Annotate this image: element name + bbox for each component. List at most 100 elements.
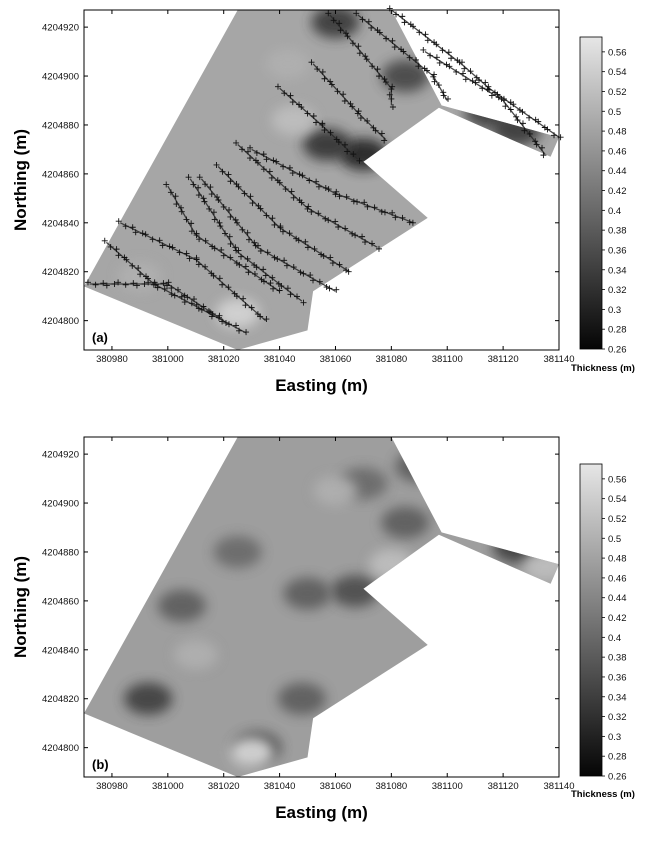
survey-point-marker xyxy=(310,277,317,284)
survey-point-marker xyxy=(227,213,234,220)
survey-point-marker xyxy=(196,236,203,243)
survey-point-marker xyxy=(413,56,420,63)
survey-point-marker xyxy=(181,299,188,306)
survey-point-marker xyxy=(202,181,209,188)
survey-point-marker xyxy=(274,83,281,90)
low-thickness-patch xyxy=(283,577,332,610)
colorbar-tick-label: 0.34 xyxy=(608,265,627,276)
survey-point-marker xyxy=(535,118,542,125)
y-tick-label: 4204900 xyxy=(42,499,79,510)
survey-point-marker xyxy=(244,229,251,236)
survey-point-marker xyxy=(325,217,332,224)
survey-point-marker xyxy=(304,110,311,117)
survey-point-marker xyxy=(248,304,255,311)
survey-point-marker xyxy=(290,264,297,271)
survey-point-marker xyxy=(526,130,533,137)
y-tick-label: 4204860 xyxy=(42,169,79,180)
survey-point-marker xyxy=(235,247,242,254)
survey-point-marker xyxy=(400,48,407,55)
colorbar-tick-label: 0.5 xyxy=(608,534,621,545)
survey-point-marker xyxy=(287,291,294,298)
survey-point-marker xyxy=(245,148,252,155)
survey-point-marker xyxy=(445,95,452,102)
survey-point-marker xyxy=(354,198,361,205)
survey-point-marker xyxy=(213,161,220,168)
x-tick-label: 380980 xyxy=(96,354,128,365)
survey-point-marker xyxy=(206,205,213,212)
survey-point-marker xyxy=(319,68,326,75)
survey-point-marker xyxy=(409,219,416,226)
survey-point-marker xyxy=(178,293,185,300)
survey-point-marker xyxy=(263,156,270,163)
survey-point-marker xyxy=(178,208,185,215)
survey-point-marker xyxy=(274,256,281,263)
panel-label: (a) xyxy=(92,330,108,345)
survey-point-marker xyxy=(122,223,129,230)
survey-point-marker xyxy=(342,225,349,232)
survey-point-marker xyxy=(300,270,307,277)
survey-point-marker xyxy=(257,313,264,320)
survey-point-marker xyxy=(461,65,468,72)
survey-point-marker xyxy=(372,127,379,134)
low-thickness-patch xyxy=(331,575,380,608)
survey-point-marker xyxy=(202,263,209,270)
survey-point-marker xyxy=(322,184,329,191)
survey-point-marker xyxy=(133,282,140,289)
survey-point-marker xyxy=(171,292,178,299)
survey-point-marker xyxy=(448,55,455,62)
survey-point-marker xyxy=(278,283,285,290)
survey-point-marker xyxy=(311,245,318,252)
survey-point-marker xyxy=(115,279,122,286)
survey-point-marker xyxy=(168,291,175,298)
survey-point-marker xyxy=(440,92,447,99)
survey-point-marker xyxy=(325,10,332,17)
survey-point-marker xyxy=(319,120,326,127)
survey-point-marker xyxy=(486,86,493,93)
survey-point-marker xyxy=(445,49,452,56)
x-tick-label: 381120 xyxy=(488,354,519,365)
survey-point-marker xyxy=(167,189,174,196)
survey-point-marker xyxy=(215,197,222,204)
survey-point-marker xyxy=(388,95,395,102)
survey-point-marker xyxy=(236,327,243,334)
survey-point-marker xyxy=(327,254,334,261)
survey-point-marker xyxy=(92,281,99,288)
survey-point-marker xyxy=(282,186,289,193)
survey-point-marker xyxy=(211,245,218,252)
survey-point-marker xyxy=(193,254,200,261)
survey-point-marker xyxy=(251,270,258,277)
survey-point-marker xyxy=(399,13,406,20)
survey-point-marker xyxy=(307,272,314,279)
colorbar-tick-label: 0.32 xyxy=(608,285,627,296)
survey-point-marker xyxy=(321,127,328,134)
survey-point-marker xyxy=(540,152,547,159)
low-thickness-patch xyxy=(437,487,486,520)
high-thickness-patch xyxy=(313,475,358,506)
survey-point-marker xyxy=(200,303,207,310)
survey-point-marker xyxy=(160,280,167,287)
survey-point-marker xyxy=(462,76,469,83)
survey-point-marker xyxy=(293,293,300,300)
survey-point-marker xyxy=(336,20,343,27)
survey-point-marker xyxy=(243,329,250,336)
survey-point-marker xyxy=(281,257,288,264)
survey-point-marker xyxy=(267,280,274,287)
survey-point-marker xyxy=(219,281,226,288)
survey-point-marker xyxy=(472,79,479,86)
survey-area-field xyxy=(84,437,559,777)
survey-point-marker xyxy=(286,164,293,171)
x-axis-title: Easting (m) xyxy=(275,803,368,822)
x-tick-label: 381120 xyxy=(488,781,519,792)
survey-point-marker xyxy=(235,183,242,190)
survey-point-marker xyxy=(232,216,239,223)
survey-point-marker xyxy=(288,188,295,195)
survey-point-marker xyxy=(220,203,227,210)
survey-point-marker xyxy=(364,117,371,124)
survey-point-marker xyxy=(519,108,526,115)
survey-point-marker xyxy=(293,235,300,242)
survey-point-marker xyxy=(423,67,430,74)
survey-point-marker xyxy=(239,226,246,233)
survey-point-marker xyxy=(165,279,172,286)
survey-point-marker xyxy=(264,249,271,256)
survey-point-marker xyxy=(183,250,190,257)
